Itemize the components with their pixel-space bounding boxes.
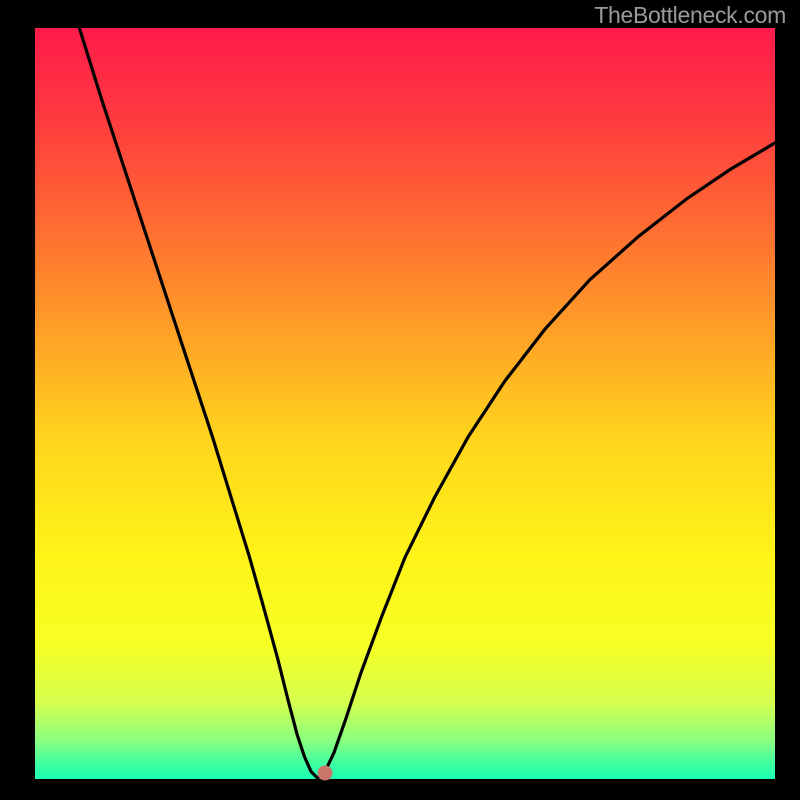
plot-area	[35, 28, 775, 779]
chart-frame: TheBottleneck.com	[0, 0, 800, 800]
bottleneck-curve	[35, 28, 775, 779]
minimum-marker	[318, 765, 333, 780]
watermark-text: TheBottleneck.com	[594, 2, 786, 29]
